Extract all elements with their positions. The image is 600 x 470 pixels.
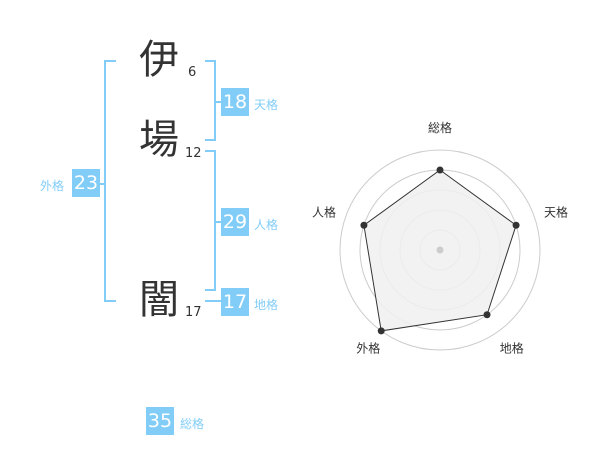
radar-point — [436, 166, 444, 174]
tenkaku-bracket — [205, 60, 216, 141]
chikaku-connector — [205, 300, 221, 302]
radar-axis-label: 総格 — [428, 120, 452, 135]
radar-center — [436, 246, 444, 254]
chikaku-label: 地格 — [254, 298, 279, 312]
jinkaku-label: 人格 — [254, 218, 279, 232]
chikaku-value: 17 — [221, 288, 249, 316]
stroke-count-3: 17 — [185, 305, 202, 320]
name-char-3: 闇 — [139, 277, 179, 323]
radar-axis-label: 地格 — [500, 341, 524, 356]
tenkaku-value: 18 — [221, 88, 249, 116]
stroke-count-1: 6 — [188, 65, 197, 80]
name-char-2: 場 — [139, 117, 179, 163]
tenkaku-connector — [216, 101, 221, 103]
tenkaku-label: 天格 — [254, 98, 279, 112]
name-char-1: 伊 — [139, 37, 179, 83]
gaikaku-label: 外格 — [40, 179, 65, 193]
radar-point — [377, 327, 385, 335]
radar-axis-label: 人格 — [312, 204, 336, 219]
soukaku-label: 総格 — [180, 417, 205, 431]
soukaku-value: 35 — [146, 407, 174, 435]
radar-point — [512, 221, 520, 229]
radar-ring — [339, 149, 541, 351]
jinkaku-bracket — [205, 150, 216, 291]
jinkaku-connector — [216, 221, 221, 223]
gaikaku-value: 23 — [72, 169, 100, 197]
jinkaku-value: 29 — [221, 208, 249, 236]
radar-axis-label: 天格 — [544, 204, 568, 219]
radar-point — [360, 221, 368, 229]
radar-axis-label: 外格 — [356, 341, 380, 356]
gaikaku-connector — [100, 183, 104, 185]
radar-point — [483, 311, 491, 319]
stroke-count-2: 12 — [185, 146, 202, 161]
gaikaku-bracket — [104, 60, 116, 302]
